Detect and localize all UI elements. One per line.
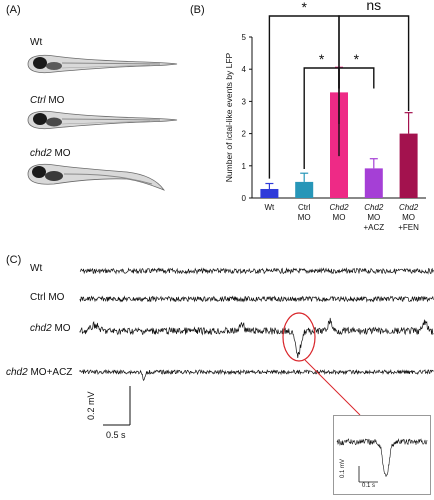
- inset-box: 0.1 mV 0.1 s: [333, 415, 431, 495]
- fish-label-wt: Wt: [30, 37, 43, 48]
- trace-ctrl-mo: [79, 295, 434, 303]
- panel-label-c: (C): [6, 254, 22, 266]
- scalebar-voltage-label: 0.2 mV: [86, 391, 96, 420]
- panel-label-a: (A): [6, 4, 21, 16]
- y-tick-label-0: 0: [242, 194, 247, 203]
- sig-label-0: *: [301, 0, 307, 15]
- x-tick-label-3-1: MO: [367, 213, 380, 222]
- trace-wt: [79, 267, 434, 275]
- x-tick-label-2-0: Chd2: [329, 203, 349, 212]
- lfp-traces: [79, 267, 434, 426]
- x-tick-label-4-1: MO: [402, 213, 415, 222]
- x-tick-label-3-2: +ACZ: [363, 223, 384, 232]
- sig-bracket-3: [338, 67, 375, 157]
- bar-3: [364, 168, 383, 198]
- scalebar-time-label: 0.5 s: [106, 430, 126, 440]
- fish-label-chd2-mo: chd2 MO: [30, 148, 71, 159]
- fish-label-ctrl-mo: Ctrl MO: [30, 95, 65, 106]
- trace-label-wt: Wt: [30, 263, 43, 274]
- inset-trace: [336, 438, 428, 483]
- x-tick-label-1-0: Ctrl: [298, 203, 311, 212]
- bar-chart: 0 1 2 3 4 5 Number of ictal-like events by LFP…: [224, 0, 426, 232]
- x-tick-label-4-0: Chd2: [399, 203, 419, 212]
- panel-label-b: (B): [190, 4, 205, 16]
- y-tick-label-5: 5: [242, 33, 247, 42]
- zoom-connector: [304, 359, 361, 416]
- x-tick-label-1-1: MO: [298, 213, 311, 222]
- larva-image-chd2-mo: [27, 163, 166, 191]
- y-axis-label: Number of ictal-like events by LFP: [224, 52, 234, 182]
- x-tick-label-4-2: +FEN: [398, 223, 419, 232]
- inset-time-label: 0.1 s: [362, 483, 376, 489]
- x-tick-label-2-1: MO: [333, 213, 346, 222]
- trace-label-chd2-mo-acz: chd2 MO+ACZ: [6, 367, 73, 378]
- larva-image-ctrl-mo: [27, 110, 178, 130]
- inset-voltage-label: 0.1 mV: [340, 458, 346, 478]
- highlight-circle: [282, 312, 316, 362]
- sig-label-2: *: [319, 51, 325, 67]
- y-tick-label-4: 4: [242, 65, 247, 74]
- sig-label-1: ns: [366, 0, 381, 13]
- y-tick-label-2: 2: [242, 130, 247, 139]
- bar-1: [295, 181, 314, 198]
- y-tick-label-1: 1: [242, 162, 247, 171]
- trace-chd2-mo: [79, 317, 434, 359]
- x-tick-label-3-0: Chd2: [364, 203, 384, 212]
- bar-0: [260, 188, 279, 198]
- x-tick-label-0-0: Wt: [265, 203, 276, 212]
- y-tick-label-3: 3: [242, 97, 247, 106]
- trace-label-chd2-mo: chd2 MO: [30, 323, 71, 334]
- trace-chd2-mo-acz: [79, 368, 434, 382]
- trace-label-ctrl-mo: Ctrl MO: [30, 292, 65, 303]
- sig-label-3: *: [354, 51, 360, 67]
- bar-4: [399, 133, 418, 198]
- larva-image-wt: [27, 54, 178, 74]
